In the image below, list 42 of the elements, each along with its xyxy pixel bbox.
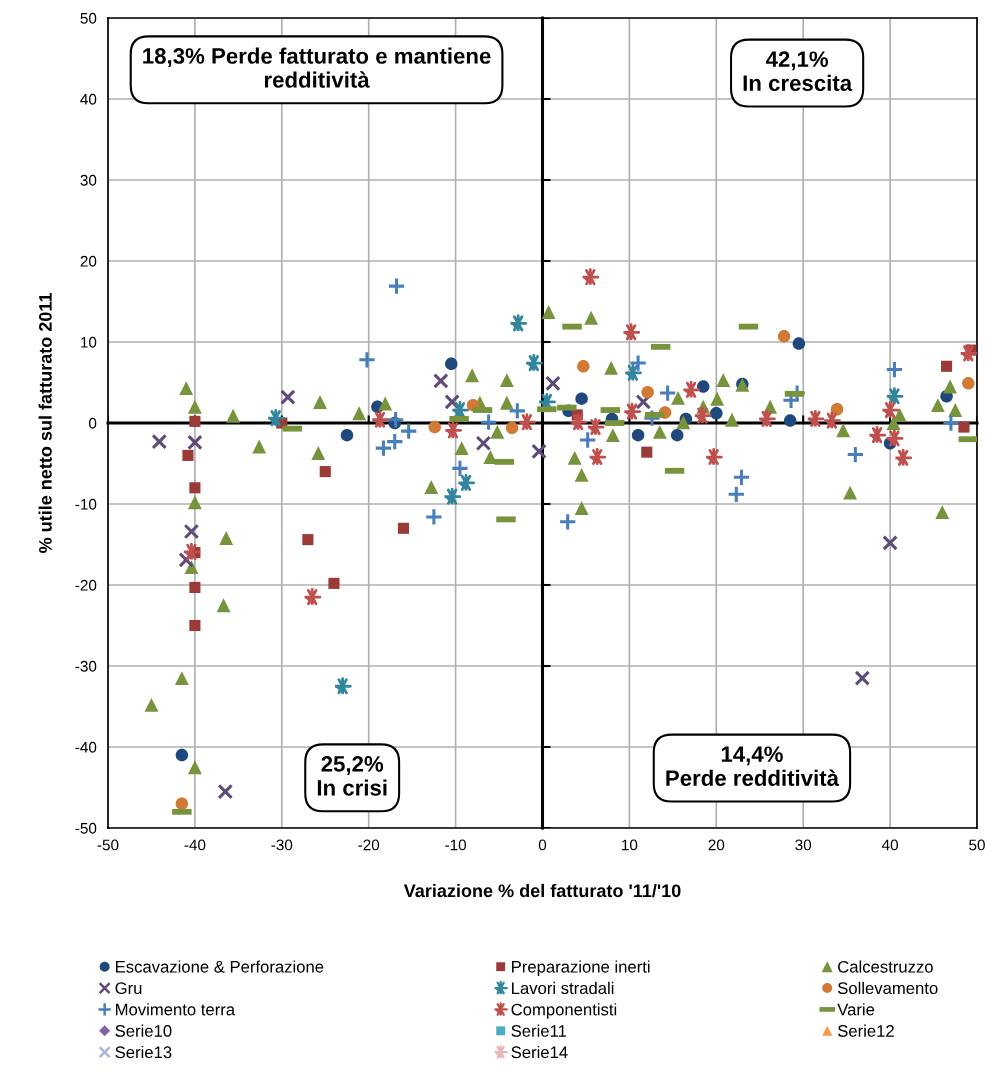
annotation: 18,3% Perde fatturato e mantiene redditività — [143, 47, 491, 88]
x-axis-title: Variazione % del fatturato '11/'10 — [403, 883, 681, 898]
y-tick-label: 20 — [80, 255, 97, 267]
legend-label: Componentisti — [511, 1003, 617, 1019]
y-tick-label: 40 — [80, 93, 97, 105]
y-tick-label: -50 — [75, 822, 97, 834]
y-tick-label: -10 — [75, 498, 97, 510]
y-tick-label: -30 — [75, 660, 97, 672]
x-tick-label: 40 — [881, 839, 898, 851]
x-tick-label: 10 — [622, 839, 638, 851]
legend-label: Preparazione inerti — [512, 960, 650, 976]
legend-label: Serie11 — [511, 1024, 567, 1037]
y-tick-label: 30 — [80, 174, 97, 186]
legend-label: Calcestruzzo — [838, 960, 933, 973]
legend-label: Sollevamento — [837, 981, 938, 995]
x-tick-label: -30 — [271, 839, 293, 851]
annotation: 42,1% In crescita — [743, 51, 853, 92]
y-axis-title: % utile netto sul fatturato 2011 — [38, 293, 52, 553]
annotation: 14,4% Perde redditività — [666, 746, 840, 786]
x-tick-label: -50 — [97, 839, 119, 851]
x-tick-label: 30 — [795, 839, 812, 851]
legend-label: Serie14 — [511, 1045, 568, 1059]
legend-label: Escavazione & Perforazione — [116, 960, 324, 973]
x-tick-label: -40 — [184, 839, 206, 851]
legend-label: Serie13 — [115, 1045, 172, 1059]
x-tick-label: 20 — [708, 839, 725, 851]
y-tick-label: 50 — [80, 12, 97, 24]
y-tick-label: -40 — [75, 741, 97, 753]
annotation: 25,2% In crisi — [317, 756, 387, 796]
legend-label: Gru — [115, 982, 142, 995]
legend-label: Movimento terra — [116, 1003, 236, 1016]
y-tick-label: 0 — [88, 417, 97, 429]
x-tick-label: 0 — [538, 839, 547, 851]
y-tick-label: 10 — [81, 336, 97, 348]
x-tick-label: -20 — [358, 839, 380, 851]
y-tick-label: -20 — [75, 579, 97, 591]
legend-label: Varie — [837, 1003, 875, 1016]
x-tick-label: 50 — [969, 839, 985, 851]
x-tick-label: -10 — [445, 839, 467, 851]
legend-label: Serie10 — [115, 1024, 172, 1037]
legend-label: Serie12 — [837, 1024, 894, 1037]
legend-label: Lavori stradali — [512, 981, 614, 995]
